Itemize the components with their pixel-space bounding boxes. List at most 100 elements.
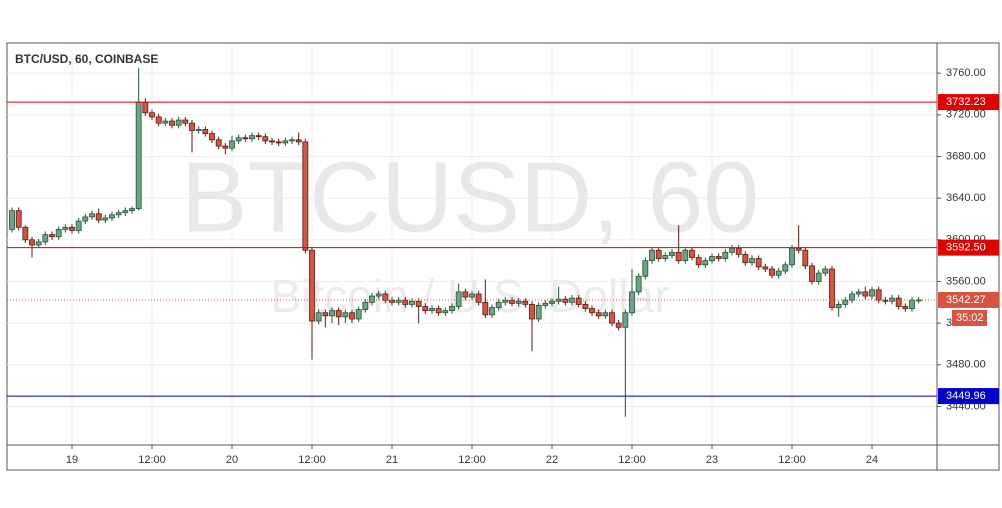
candle-body [475, 293, 482, 303]
level-label-box [938, 94, 999, 111]
candle-body [122, 210, 129, 214]
candle-body [822, 268, 829, 274]
candle-body [655, 249, 662, 259]
candle-body [402, 299, 409, 305]
candle-body [62, 226, 69, 230]
candle-body [429, 308, 435, 312]
candle-body [142, 101, 149, 114]
candle-body [22, 226, 29, 241]
chart-title: BTC/USD, 60, COINBASE [15, 52, 158, 66]
y-tick-label: 3760.00 [946, 67, 986, 79]
candle-body [742, 253, 749, 264]
candle-body [395, 299, 402, 303]
x-tick-label: 20 [226, 454, 238, 466]
candle-body [209, 133, 215, 141]
candle-body [709, 256, 715, 262]
candle-body [195, 129, 202, 131]
candle-body [509, 299, 515, 304]
candle-body [602, 312, 609, 317]
x-tick-label: 24 [866, 454, 878, 466]
candle-body [549, 300, 555, 304]
candle-body [295, 139, 302, 143]
candle-body [769, 268, 775, 276]
candle-body [749, 258, 755, 264]
level-label: 3449.96 [946, 390, 986, 402]
candle-body [409, 300, 415, 305]
candle-body [69, 226, 75, 231]
candle-body [649, 249, 655, 262]
plot [7, 67, 937, 417]
x-tick-label: 12:00 [138, 454, 166, 466]
candle-body [849, 293, 855, 301]
candle-body [595, 312, 602, 317]
candle-body [215, 139, 222, 147]
level-label: 3592.50 [946, 242, 986, 254]
candle-body [302, 141, 309, 251]
x-tick-label: 22 [546, 454, 558, 466]
candle-body [315, 312, 322, 322]
candle-body [162, 120, 169, 124]
candle-body [329, 310, 335, 317]
candle-body [49, 234, 55, 238]
x-tick-label: 23 [706, 454, 718, 466]
x-tick-label: 12:00 [298, 454, 326, 466]
x-tick-label: 12:00 [458, 454, 486, 466]
candle-body [255, 135, 262, 138]
candle-body [635, 275, 642, 293]
candle-body [269, 140, 275, 143]
candle-body [235, 137, 242, 142]
candle-body [829, 268, 835, 308]
candle-body [762, 266, 769, 270]
candle-body [95, 213, 102, 221]
candle-body [629, 291, 635, 314]
candle-body [722, 251, 729, 259]
y-tick-label: 3560.00 [946, 275, 986, 287]
candle-body [35, 241, 42, 246]
candle-body [82, 216, 89, 222]
candle-body [115, 212, 122, 216]
candle-body [689, 249, 695, 258]
candle-body [375, 293, 382, 297]
candle-body [135, 101, 142, 209]
candle-body [355, 309, 362, 320]
x-tick-label: 19 [66, 454, 78, 466]
watermark: BTCUSD, 60 [181, 141, 759, 253]
x-tick-label: 12:00 [778, 454, 806, 466]
candle-body [462, 291, 469, 298]
y-tick-label: 3680.00 [946, 150, 986, 162]
candle-body [755, 258, 762, 268]
candle-body [529, 303, 535, 320]
candle-body [502, 299, 509, 303]
candle-body [669, 251, 675, 256]
candle-body [15, 210, 22, 228]
candle-body [895, 297, 902, 307]
candle-body [182, 119, 189, 124]
candle-body [242, 137, 249, 140]
candle-body [702, 260, 709, 266]
candle-body [89, 213, 95, 218]
candle-body [109, 214, 115, 219]
candle-body [229, 140, 235, 149]
candle-body [542, 302, 549, 306]
candle-body [735, 247, 742, 255]
candle-body [9, 210, 15, 230]
candle-body [695, 257, 702, 266]
candle-body [482, 301, 489, 316]
candle-body [882, 299, 889, 302]
candle-body [902, 306, 909, 309]
candle-body [862, 291, 869, 297]
candle-body [415, 300, 422, 307]
candle-body [622, 312, 629, 328]
candle-body [155, 116, 162, 124]
last-price-label: 3542.27 [946, 294, 986, 306]
x-tick-label: 12:00 [618, 454, 646, 466]
candle-body [809, 265, 815, 282]
candle-body [309, 249, 315, 322]
candle-body [349, 312, 355, 320]
y-tick-label: 3480.00 [946, 359, 986, 371]
candle-body [369, 295, 375, 303]
candle-body [42, 234, 49, 243]
candle-body [875, 289, 882, 301]
candle-body [682, 249, 689, 262]
candle-body [782, 264, 789, 272]
